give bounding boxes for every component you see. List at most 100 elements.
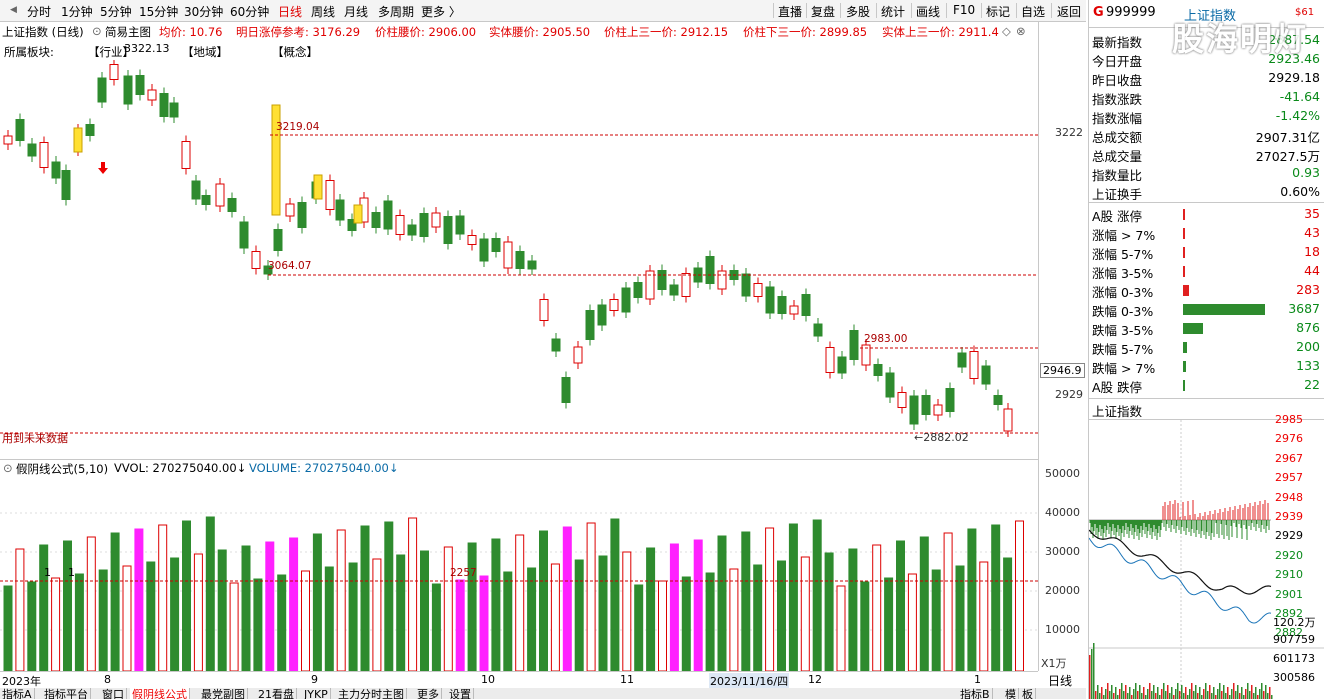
body-waist-price: 实体腰价: 2905.50 bbox=[489, 25, 591, 39]
candle bbox=[503, 241, 513, 269]
tab-main-flow[interactable]: 主力分时主图 bbox=[336, 688, 407, 699]
candlestick-chart[interactable]: 3219.04 3064.07 2983.00 ←2882.02 3322.13… bbox=[0, 60, 1038, 460]
volume-bar bbox=[289, 537, 299, 671]
mini-vol-bar bbox=[1143, 687, 1145, 699]
candle bbox=[849, 330, 859, 360]
template-selector[interactable]: 简易主图 bbox=[105, 25, 151, 39]
mini-vol-bar bbox=[1191, 683, 1193, 699]
candle bbox=[561, 377, 571, 403]
candle bbox=[753, 283, 763, 297]
tab-15min[interactable]: 15分钟 bbox=[139, 5, 179, 19]
tab-5min[interactable]: 5分钟 bbox=[100, 5, 132, 19]
mini-vol-bar bbox=[1151, 691, 1153, 699]
mini-vol-bar bbox=[1089, 655, 1091, 699]
candle bbox=[657, 270, 667, 290]
volume-bar bbox=[265, 541, 275, 671]
mini-vol-bar bbox=[1247, 683, 1249, 699]
candle bbox=[97, 77, 107, 103]
tab-weekly[interactable]: 周线 bbox=[311, 5, 336, 19]
tab-multi-period[interactable]: 多周期 bbox=[378, 5, 415, 19]
watchlist-button[interactable]: 自选 bbox=[1021, 5, 1046, 19]
review-button[interactable]: 复盘 bbox=[811, 5, 836, 19]
tab-jykp[interactable]: JYKP bbox=[302, 688, 331, 699]
mini-intraday-chart[interactable] bbox=[1089, 420, 1324, 699]
distribution-bar bbox=[1183, 361, 1186, 372]
tab-ban[interactable]: 板 bbox=[1020, 688, 1036, 699]
volume-bar bbox=[63, 540, 72, 671]
tab-more[interactable]: 更多 〉 bbox=[421, 5, 461, 19]
tab-fenshi[interactable]: 分时 bbox=[27, 5, 52, 19]
tab-21-view[interactable]: 21看盘 bbox=[256, 688, 297, 699]
candle bbox=[27, 143, 37, 157]
settings-diamond-icon[interactable]: ◇ bbox=[1002, 24, 1011, 38]
label-3219: 3219.04 bbox=[276, 121, 320, 133]
tab-settings[interactable]: 设置 bbox=[447, 688, 474, 699]
volume-bar bbox=[110, 532, 120, 671]
candle bbox=[159, 93, 169, 117]
volume-bar bbox=[848, 548, 858, 671]
mini-vol-bar bbox=[1243, 695, 1245, 699]
volume-bar bbox=[753, 564, 763, 671]
tab-fake-yin[interactable]: 假阴线公式 bbox=[130, 688, 190, 699]
tab-mo[interactable]: 模 bbox=[1003, 688, 1019, 699]
volume-bar bbox=[777, 560, 786, 671]
candle bbox=[285, 203, 295, 217]
mini-vol-bar bbox=[1113, 693, 1115, 699]
volume-bar bbox=[170, 557, 180, 671]
candle bbox=[705, 256, 715, 284]
mini-vol-bar bbox=[1115, 687, 1117, 699]
highlight-candle bbox=[271, 104, 281, 216]
f10-button[interactable]: F10 bbox=[953, 3, 976, 17]
indicator-settings-icon[interactable]: ⊙ bbox=[3, 461, 13, 475]
stat-value: -1.42% bbox=[1275, 108, 1320, 123]
mini-vol-axis-label: 907759 bbox=[1273, 633, 1315, 646]
stat-value: 27027.5万 bbox=[1255, 149, 1320, 164]
tab-60min[interactable]: 60分钟 bbox=[230, 5, 270, 19]
volume-bar bbox=[443, 546, 453, 671]
candle bbox=[873, 364, 883, 376]
mini-axis-label: 2882 bbox=[1275, 626, 1303, 640]
candle bbox=[897, 392, 907, 408]
mini-axis-label: 2948 bbox=[1275, 490, 1303, 504]
concept-link[interactable]: 【概念】 bbox=[272, 45, 318, 59]
region-link[interactable]: 【地域】 bbox=[182, 45, 228, 59]
industry-link[interactable]: 【行业】 bbox=[88, 45, 134, 59]
mini-vol-bar bbox=[1223, 685, 1225, 699]
multi-stock-button[interactable]: 多股 bbox=[846, 5, 871, 19]
tab-indicator-b[interactable]: 指标B bbox=[958, 688, 993, 699]
candle bbox=[39, 142, 49, 168]
tab-1min[interactable]: 1分钟 bbox=[61, 5, 93, 19]
tab-monthly[interactable]: 月线 bbox=[344, 5, 369, 19]
volume-bar bbox=[955, 565, 965, 671]
tab-more-indicators[interactable]: 更多 bbox=[415, 688, 442, 699]
tab-daily[interactable]: 日线 bbox=[278, 5, 303, 19]
collapse-icon[interactable]: ◀ bbox=[10, 5, 17, 15]
volume-bar bbox=[836, 585, 846, 671]
live-button[interactable]: 直播 bbox=[778, 5, 803, 19]
volume-bar bbox=[646, 547, 656, 671]
volume-chart[interactable]: 2257 1 1 bbox=[0, 476, 1038, 671]
distribution-value: 18 bbox=[1304, 244, 1320, 259]
back-button[interactable]: 返回 bbox=[1057, 5, 1082, 19]
draw-line-button[interactable]: 画线 bbox=[916, 5, 941, 19]
stats-button[interactable]: 统计 bbox=[881, 5, 906, 19]
volume-bar bbox=[812, 519, 822, 671]
close-icon[interactable]: ⊗ bbox=[1016, 24, 1026, 38]
volume-indicator-title[interactable]: 假阴线公式(5,10) bbox=[16, 462, 109, 476]
stat-row: 指数量比 0.93 bbox=[1092, 164, 1320, 183]
tab-indicator-platform[interactable]: 指标平台 bbox=[42, 688, 91, 699]
candle bbox=[741, 273, 751, 297]
volume-bar bbox=[372, 558, 382, 671]
tab-side-chart[interactable]: 最党副图 bbox=[199, 688, 248, 699]
mark-button[interactable]: 标记 bbox=[986, 5, 1011, 19]
candle bbox=[263, 265, 273, 275]
tab-indicator-a[interactable]: 指标A bbox=[0, 688, 35, 699]
mini-vol-bar bbox=[1205, 683, 1207, 699]
mini-axis-label: 2920 bbox=[1275, 548, 1303, 562]
tab-window[interactable]: 窗口 bbox=[100, 688, 127, 699]
tab-30min[interactable]: 30分钟 bbox=[184, 5, 224, 19]
mini-vol-bar bbox=[1101, 687, 1103, 699]
template-toggle-icon[interactable]: ⊙ bbox=[92, 24, 102, 38]
volume-bar bbox=[539, 530, 548, 671]
candle bbox=[825, 347, 835, 373]
